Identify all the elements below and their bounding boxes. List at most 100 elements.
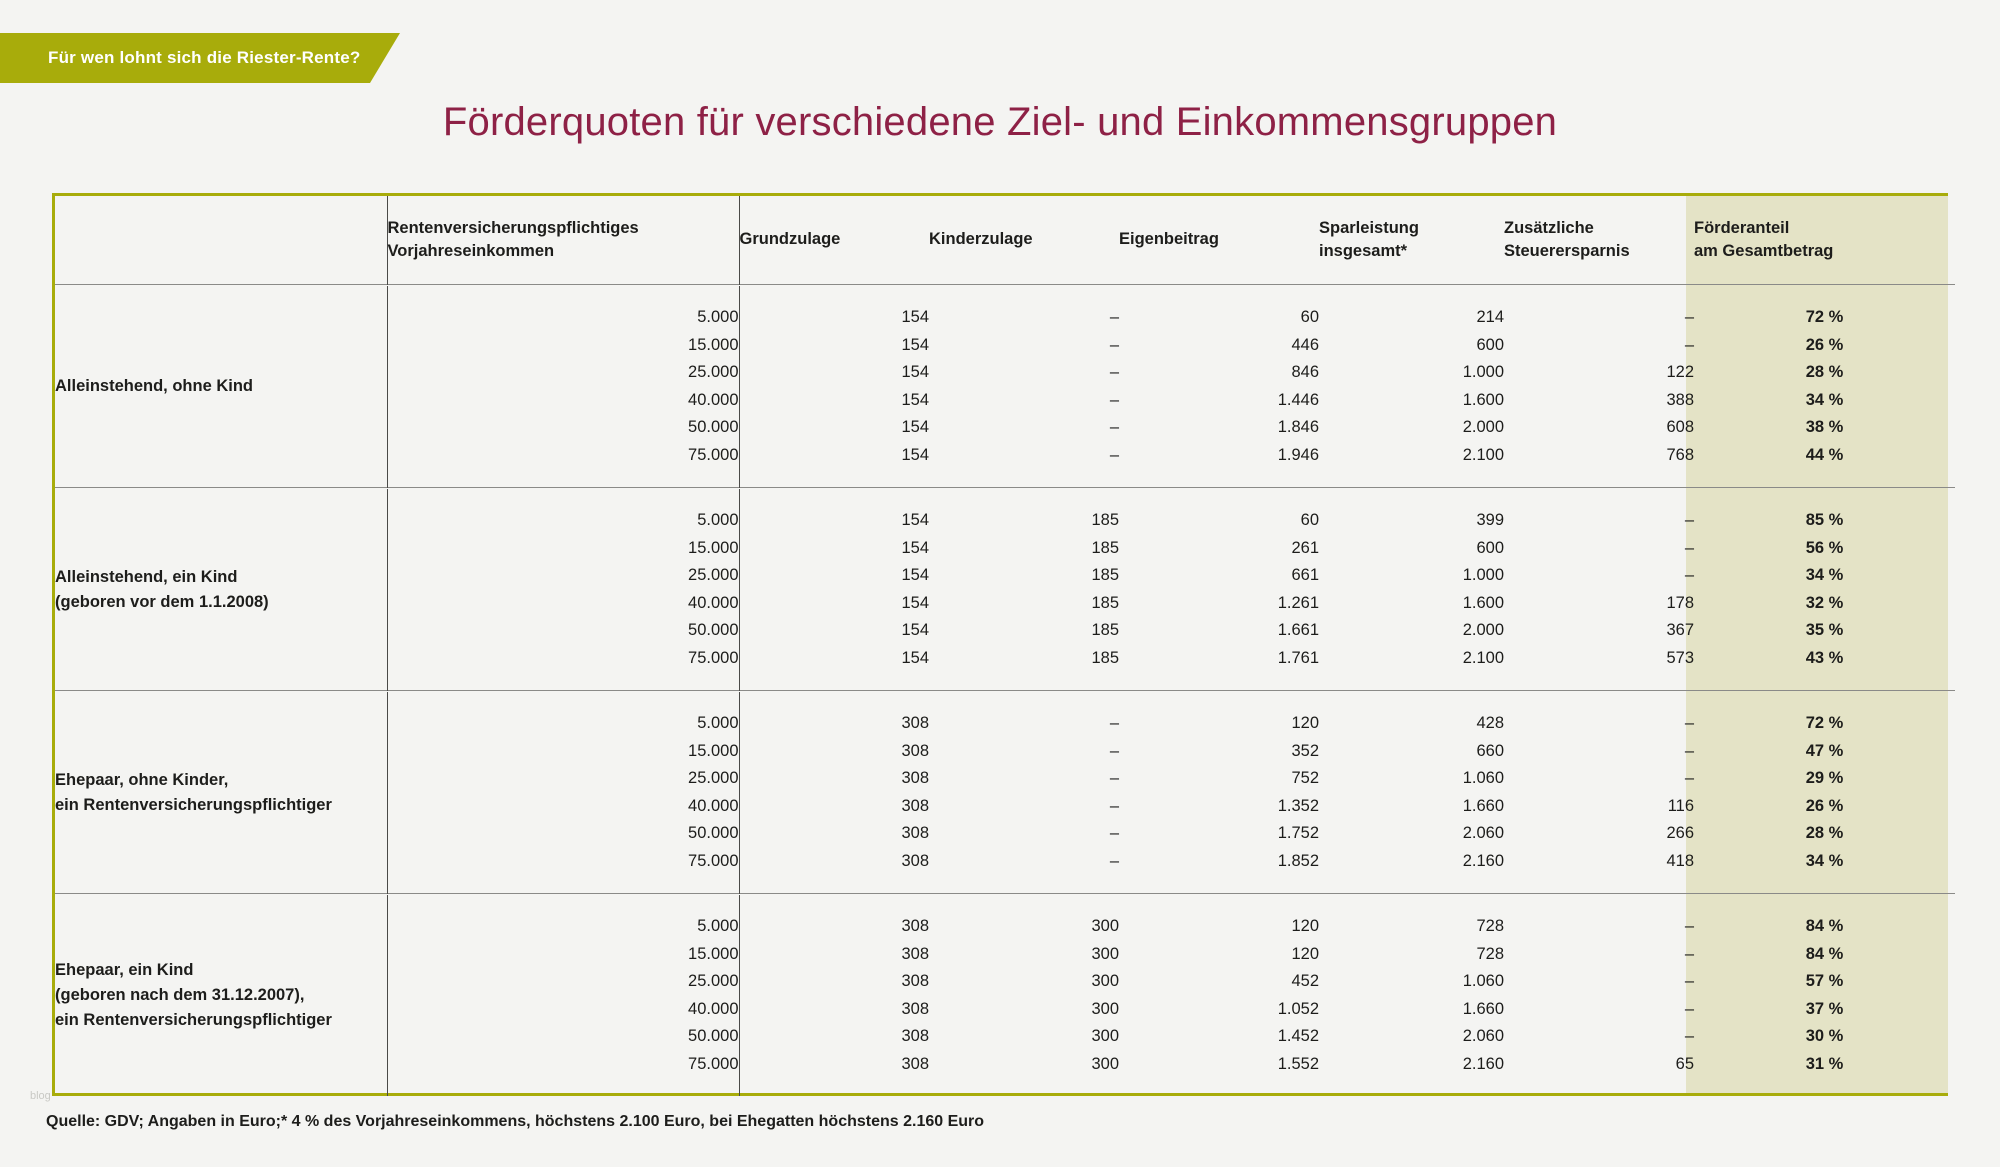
cell-grundzulage: 154 xyxy=(738,589,929,617)
cell-eigenbeitrag: 60 xyxy=(1300,511,1319,529)
cell-income: 75.000 xyxy=(386,644,739,672)
table-body: Alleinstehend, ohne Kind 5.000 154–60 214–7… xyxy=(55,284,1955,1096)
table-row: 15.000 154 185 261 600 – 56 % xyxy=(55,534,1955,562)
cell-income: 5.000 xyxy=(386,913,739,941)
cell-foerderanteil: 37 % xyxy=(1805,999,1844,1018)
header-steuerersparnis-line2: Steuerersparnis xyxy=(1504,242,1630,260)
cell-income: 75.000 xyxy=(386,847,739,875)
cell-sparleistung: 1.000 xyxy=(1462,363,1504,381)
cell-steuerersparnis: 388 xyxy=(1666,390,1694,409)
cell-steuerersparnis: 116 xyxy=(1667,796,1694,815)
cell-eigenbeitrag: 1.846 xyxy=(1277,418,1319,436)
cell-grundzulage: 308 xyxy=(738,913,929,941)
group-spacer xyxy=(55,489,1955,507)
table-row: 40.000 308 300 1.052 1.660 – 37 % xyxy=(55,995,1955,1023)
cell-eigenbeitrag: 446 xyxy=(1291,335,1319,354)
header-income: Rentenversicherungspflichtiges Vorjahres… xyxy=(386,196,739,285)
group-label: Ehepaar, ein Kind (geboren nach dem 31.12… xyxy=(55,913,387,1078)
cell-income: 25.000 xyxy=(386,765,739,793)
table-row: 75.000 308 – 1.852 2.160 418 34 % xyxy=(55,847,1955,875)
cell-eigenbeitrag: 60 xyxy=(1300,308,1319,326)
cell-steuerersparnis: 367 xyxy=(1666,621,1694,639)
cell-income: 25.000 xyxy=(386,968,739,996)
cell-sparleistung: 1.600 xyxy=(1462,390,1504,409)
cell-sparleistung: 2.160 xyxy=(1462,851,1504,870)
cell-kinderzulage: 185 xyxy=(1091,538,1119,557)
header-sparleistung-line2: insgesamt* xyxy=(1319,242,1408,260)
cell-grundzulage: 154 xyxy=(738,507,929,535)
watermark-label: blog xyxy=(30,1090,51,1102)
cell-foerderanteil: 29 % xyxy=(1805,769,1844,787)
cell-foerderanteil: 35 % xyxy=(1805,621,1844,639)
cell-steuerersparnis: – xyxy=(1684,538,1694,557)
table-row: 50.000 154 185 1.661 2.000 367 35 % xyxy=(55,617,1955,645)
cell-income: 75.000 xyxy=(386,441,739,469)
cell-sparleistung: 2.060 xyxy=(1462,1027,1504,1045)
cell-kinderzulage: – xyxy=(1109,851,1119,870)
cell-kinderzulage: – xyxy=(1109,824,1119,842)
cell-foerderanteil: 28 % xyxy=(1805,824,1844,842)
group-label-line: Ehepaar, ohne Kinder, xyxy=(55,770,229,789)
cell-eigenbeitrag: 1.752 xyxy=(1277,824,1319,842)
cell-eigenbeitrag: 1.761 xyxy=(1277,648,1319,667)
cell-foerderanteil: 47 % xyxy=(1805,741,1844,760)
cell-kinderzulage: – xyxy=(1109,796,1119,815)
cell-foerderanteil: 34 % xyxy=(1805,851,1844,870)
table-row: 75.000 154 – 1.946 2.100 768 44 % xyxy=(55,441,1955,469)
header-income-line1: Rentenversicherungspflichtiges xyxy=(387,218,639,237)
cell-eigenbeitrag: 1.261 xyxy=(1277,593,1319,612)
table-row: 75.000 308 300 1.552 2.160 65 31 % xyxy=(55,1050,1955,1078)
cell-kinderzulage: – xyxy=(1109,335,1119,354)
cell-sparleistung: 2.100 xyxy=(1462,445,1504,464)
cell-eigenbeitrag: 1.452 xyxy=(1277,1027,1319,1045)
header-eigenbeitrag-label: Eigenbeitrag xyxy=(1119,230,1219,249)
cell-steuerersparnis: – xyxy=(1684,308,1694,326)
cell-kinderzulage: 300 xyxy=(1091,1054,1119,1073)
header-eigenbeitrag: Eigenbeitrag xyxy=(1119,196,1319,285)
cell-grundzulage: 308 xyxy=(738,710,929,738)
cell-foerderanteil: 31 % xyxy=(1805,1054,1844,1073)
group-spacer xyxy=(55,875,1955,894)
group-label: Ehepaar, ohne Kinder, ein Rentenversicher… xyxy=(55,710,387,875)
cell-foerderanteil: 72 % xyxy=(1805,308,1844,326)
cell-eigenbeitrag: 120 xyxy=(1291,714,1319,732)
cell-income: 15.000 xyxy=(386,737,739,765)
group-label-line: (geboren nach dem 31.12.2007), xyxy=(55,986,305,1005)
cell-eigenbeitrag: 261 xyxy=(1291,538,1319,557)
cell-eigenbeitrag: 352 xyxy=(1291,741,1319,760)
group-label-line: Alleinstehend, ein Kind xyxy=(55,567,238,586)
cell-kinderzulage: – xyxy=(1109,769,1119,787)
cell-sparleistung: 728 xyxy=(1476,917,1504,935)
cell-sparleistung: 600 xyxy=(1476,538,1504,557)
group-spacer xyxy=(55,672,1955,691)
cell-grundzulage: 308 xyxy=(738,1023,929,1051)
cell-steuerersparnis: – xyxy=(1684,566,1694,584)
kicker-label: Für wen lohnt sich die Riester-Rente? xyxy=(48,48,361,67)
table-row: Ehepaar, ohne Kinder, ein Rentenversicher… xyxy=(55,710,1955,814)
cell-foerderanteil: 57 % xyxy=(1805,972,1844,990)
cell-steuerersparnis: 418 xyxy=(1666,851,1694,870)
cell-foerderanteil: 26 % xyxy=(1805,335,1844,354)
group-label-line: (geboren vor dem 1.1.2008) xyxy=(55,592,269,611)
table-row: 15.000 308 300 120 728 – 84 % xyxy=(55,940,1955,968)
group-separator xyxy=(55,690,1955,692)
cell-grundzulage: 154 xyxy=(738,359,929,387)
cell-income: 15.000 xyxy=(386,331,739,359)
group-label-line: Alleinstehend, ohne Kind xyxy=(55,377,254,396)
cell-kinderzulage: – xyxy=(1109,445,1119,464)
cell-grundzulage: 308 xyxy=(738,737,929,765)
cell-income: 25.000 xyxy=(386,562,739,590)
table-header-row: Rentenversicherungspflichtiges Vorjahres… xyxy=(55,196,1955,285)
cell-kinderzulage: – xyxy=(1109,741,1119,760)
cell-steuerersparnis: – xyxy=(1684,917,1694,935)
table-row: 50.000 154 – 1.846 2.000 608 38 % xyxy=(55,414,1955,442)
table-row: 25.000 308 – 752 1.060 – 29 % xyxy=(55,765,1955,793)
cell-foerderanteil: 85 % xyxy=(1805,511,1844,529)
foerderanteil-highlight-band xyxy=(1686,196,1948,1093)
cell-grundzulage: 154 xyxy=(738,331,929,359)
group-spacer xyxy=(55,286,1955,304)
cell-foerderanteil: 43 % xyxy=(1805,648,1844,667)
cell-income: 15.000 xyxy=(386,940,739,968)
header-group xyxy=(55,196,387,285)
cell-grundzulage: 154 xyxy=(738,617,929,645)
